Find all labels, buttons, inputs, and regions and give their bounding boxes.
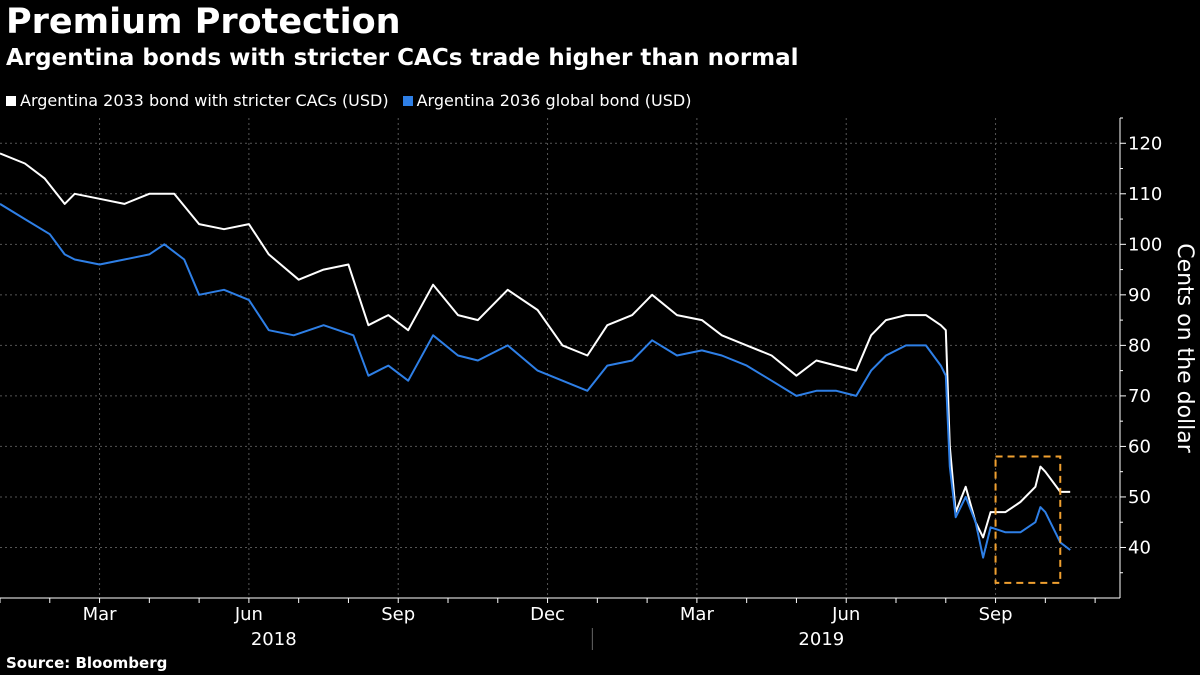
x-tick-label: Jun (234, 604, 263, 625)
x-tick-label: Mar (680, 604, 715, 625)
legend-item-2033: Argentina 2033 bond with stricter CACs (… (6, 91, 389, 110)
x-tick-label: Jun (831, 604, 860, 625)
legend-label-2033: Argentina 2033 bond with stricter CACs (… (20, 91, 389, 110)
y-tick-label: 40 (1128, 537, 1151, 558)
year-label: 2019 (798, 629, 844, 650)
y-tick-label: 90 (1128, 285, 1151, 306)
series-line-1 (0, 203, 1071, 559)
highlight-box (994, 455, 1062, 584)
x-tick-label: Mar (83, 604, 118, 625)
series-line-0 (0, 152, 1071, 539)
y-axis-label: Cents on the dollar (1172, 243, 1197, 454)
source-note: Source: Bloomberg (6, 654, 168, 672)
year-label: 2018 (251, 629, 297, 650)
y-tick-label: 110 (1128, 184, 1162, 205)
y-tick-label: 80 (1128, 335, 1151, 356)
y-tick-label: 100 (1128, 234, 1162, 255)
legend-label-2036: Argentina 2036 global bond (USD) (416, 91, 692, 110)
x-tick-label: Dec (530, 604, 565, 625)
legend-swatch-2033 (6, 95, 16, 106)
chart-subtitle: Argentina bonds with stricter CACs trade… (6, 45, 799, 71)
y-tick-label: 70 (1128, 386, 1151, 407)
y-tick-label: 60 (1128, 436, 1151, 457)
y-tick-label: 120 (1128, 133, 1162, 154)
legend: Argentina 2033 bond with stricter CACs (… (6, 91, 691, 110)
chart-title: Premium Protection (6, 2, 401, 42)
x-tick-label: Sep (381, 604, 415, 625)
legend-swatch-2036 (402, 95, 413, 106)
y-tick-label: 50 (1128, 487, 1151, 508)
x-tick-label: Sep (979, 604, 1013, 625)
legend-item-2036: Argentina 2036 global bond (USD) (402, 91, 692, 110)
